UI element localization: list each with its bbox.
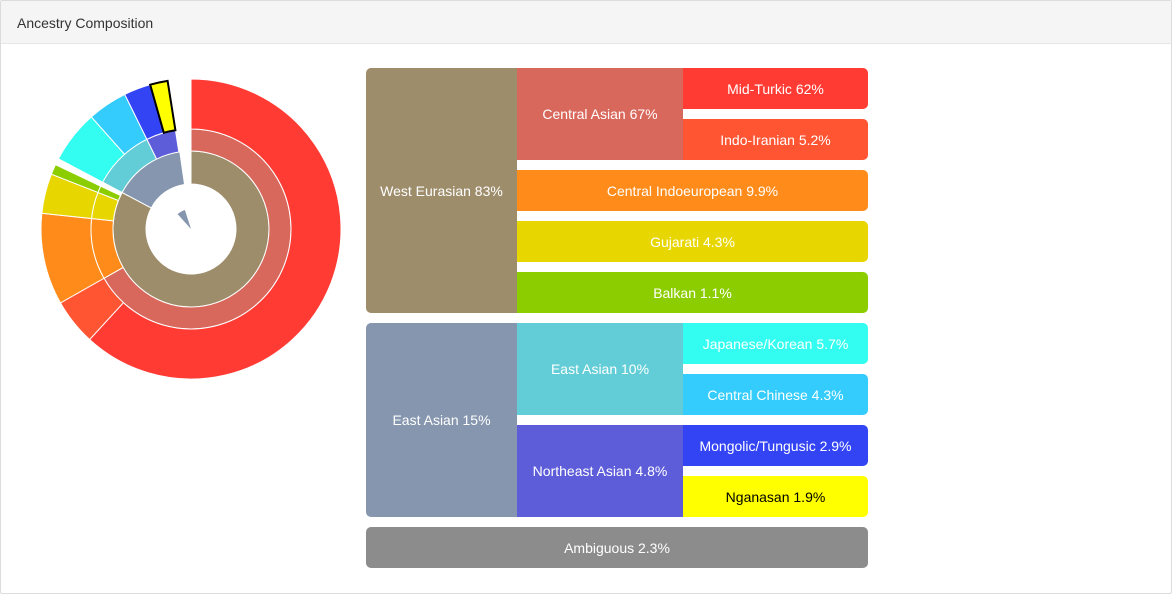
block-indo-iranian-5-2[interactable]: Indo-Iranian 5.2%: [683, 119, 868, 160]
block-ambiguous-2-3[interactable]: Ambiguous 2.3%: [366, 527, 868, 568]
block-central-indoeuropean-9-9[interactable]: Central Indoeuropean 9.9%: [517, 170, 868, 211]
block-central-chinese-4-3[interactable]: Central Chinese 4.3%: [683, 374, 868, 415]
block-nganasan-1-9[interactable]: Nganasan 1.9%: [683, 476, 868, 517]
sunburst-center-marker: [177, 209, 191, 229]
block-gujarati-4-3[interactable]: Gujarati 4.3%: [517, 221, 868, 262]
block-east-asian-10[interactable]: East Asian 10%: [517, 323, 683, 415]
sunburst-segment-nganasan-1-9[interactable]: [148, 79, 177, 135]
block-mongolic-tungusic-2-9[interactable]: Mongolic/Tungusic 2.9%: [683, 425, 868, 466]
panel-title: Ancestry Composition: [17, 15, 154, 31]
block-japanese-korean-5-7[interactable]: Japanese/Korean 5.7%: [683, 323, 868, 364]
block-west-eurasian-83[interactable]: West Eurasian 83%: [366, 68, 517, 313]
sunburst-segment-balkan-1-1[interactable]: [50, 164, 102, 194]
block-east-asian-15[interactable]: East Asian 15%: [366, 323, 517, 517]
block-mid-turkic-62[interactable]: Mid-Turkic 62%: [683, 68, 868, 109]
sunburst-segment-mid-turkic-62[interactable]: [88, 78, 342, 380]
block-central-asian-67[interactable]: Central Asian 67%: [517, 68, 683, 160]
block-balkan-1-1[interactable]: Balkan 1.1%: [517, 272, 868, 313]
block-northeast-asian-4-8[interactable]: Northeast Asian 4.8%: [517, 425, 683, 517]
panel-header: Ancestry Composition: [1, 1, 1171, 44]
sunburst-chart: [40, 78, 342, 380]
